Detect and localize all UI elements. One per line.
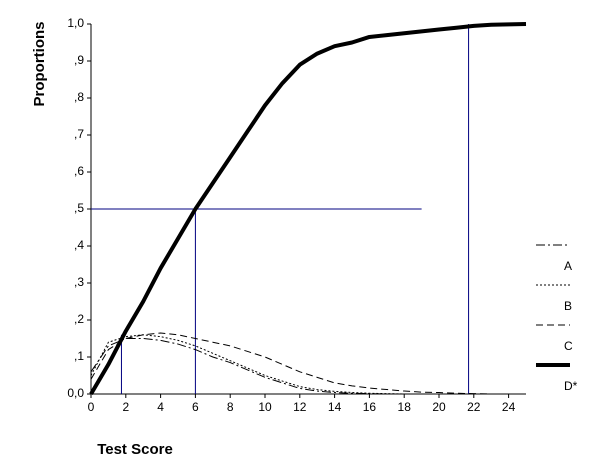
x-axis-title: Test Score bbox=[97, 441, 173, 458]
x-tick-label: 16 bbox=[363, 400, 377, 414]
legend-label: C bbox=[564, 339, 573, 353]
x-tick-label: 2 bbox=[122, 400, 129, 414]
x-tick-label: 4 bbox=[157, 400, 164, 414]
x-tick-label: 12 bbox=[293, 400, 307, 414]
y-tick-label: ,4 bbox=[74, 238, 84, 252]
x-tick-label: 18 bbox=[398, 400, 412, 414]
y-tick-label: ,1 bbox=[74, 349, 84, 363]
x-tick-label: 6 bbox=[192, 400, 199, 414]
y-tick-label: 1,0 bbox=[67, 16, 84, 30]
series-line bbox=[90, 334, 526, 395]
legend-label: D* bbox=[564, 379, 578, 393]
y-tick-label: ,6 bbox=[74, 164, 84, 178]
x-tick-label: 10 bbox=[258, 400, 272, 414]
y-tick-label: ,8 bbox=[74, 90, 84, 104]
x-tick-label: 24 bbox=[502, 400, 516, 414]
x-tick-label: 0 bbox=[88, 400, 95, 414]
legend-label: B bbox=[564, 299, 572, 313]
y-tick-label: ,9 bbox=[74, 53, 84, 67]
series-line bbox=[90, 338, 526, 395]
y-tick-label: ,5 bbox=[74, 201, 84, 215]
x-tick-label: 14 bbox=[328, 400, 342, 414]
y-tick-label: 0,0 bbox=[67, 386, 84, 400]
series-line bbox=[90, 332, 526, 395]
y-tick-label: ,2 bbox=[74, 312, 84, 326]
x-tick-label: 22 bbox=[467, 400, 481, 414]
y-tick-label: ,3 bbox=[74, 275, 84, 289]
x-tick-label: 8 bbox=[227, 400, 234, 414]
y-tick-label: ,7 bbox=[74, 127, 84, 141]
series-line bbox=[89, 22, 527, 396]
x-tick-label: 20 bbox=[432, 400, 446, 414]
y-axis-title: Proportions bbox=[31, 22, 48, 107]
legend-label: A bbox=[564, 259, 572, 273]
